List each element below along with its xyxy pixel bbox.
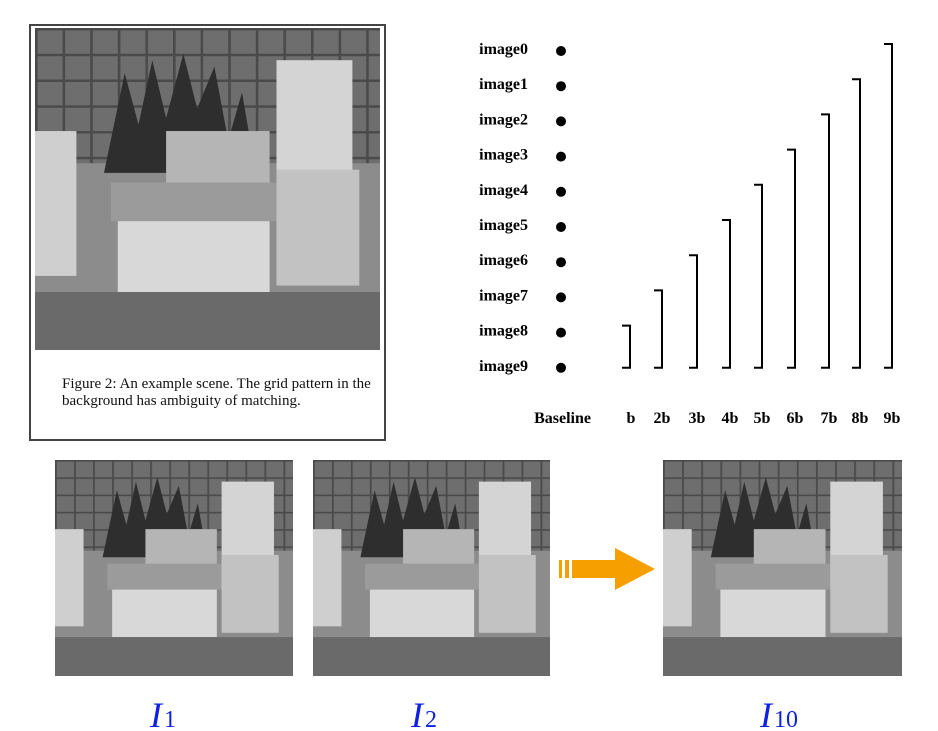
arrow (559, 548, 655, 590)
image-label: image5 (479, 217, 528, 234)
image-label: image7 (479, 287, 528, 304)
scene-photo (35, 28, 380, 350)
figure-caption: Figure 2: An example scene. The grid pat… (62, 376, 371, 409)
frame-photo (55, 460, 293, 676)
image-label: image3 (479, 147, 528, 164)
camera-dot (556, 81, 566, 92)
baseline-bracket (622, 324, 631, 369)
frame-subscript: 10 (774, 707, 798, 731)
image-label: image2 (479, 111, 528, 128)
frame-label: I10 (759, 695, 798, 731)
camera-dot (556, 327, 566, 338)
baseline-bracket (754, 183, 763, 369)
camera-dot (556, 116, 566, 127)
camera-dot (556, 222, 566, 232)
image-label: image1 (479, 76, 528, 93)
baseline-bracket (852, 78, 861, 369)
camera-dot (556, 257, 566, 268)
baseline-label: 9b (884, 410, 901, 427)
camera-dot (556, 362, 566, 373)
frame-photo (663, 460, 902, 676)
baseline-bracket (787, 148, 796, 369)
baseline-label: 6b (787, 410, 804, 427)
baseline-bracket (884, 43, 893, 369)
baseline-bracket (689, 254, 698, 369)
image-label: image0 (479, 41, 528, 58)
frame-label: I2 (410, 695, 437, 731)
frame-label: I1 (149, 695, 176, 731)
baseline-label: 8b (852, 410, 869, 427)
frame-letter: I (149, 695, 164, 731)
baseline-bracket (821, 113, 830, 369)
baseline-bracket (722, 219, 731, 369)
camera-dot (556, 292, 566, 303)
baseline-label: 2b (654, 410, 671, 427)
baseline-bracket (654, 289, 663, 369)
frame-subscript: 1 (164, 707, 176, 731)
camera-dot (556, 46, 566, 56)
baseline-label: 7b (821, 410, 838, 427)
camera-dot (556, 151, 566, 162)
camera-dot (556, 186, 566, 197)
frame-letter: I (410, 695, 425, 731)
frame-photo (313, 460, 550, 676)
image-label: image8 (479, 323, 528, 340)
frame-subscript: 2 (425, 707, 437, 731)
image-label: image4 (479, 182, 528, 199)
baseline-label: b (627, 410, 636, 427)
baseline-label: 5b (754, 410, 771, 427)
baseline-label: 4b (722, 410, 739, 427)
image-label: image6 (479, 252, 528, 269)
frame-letter: I (759, 695, 774, 731)
baseline-title: Baseline (534, 410, 591, 427)
image-label: image9 (479, 358, 528, 375)
baseline-label: 3b (689, 410, 706, 427)
